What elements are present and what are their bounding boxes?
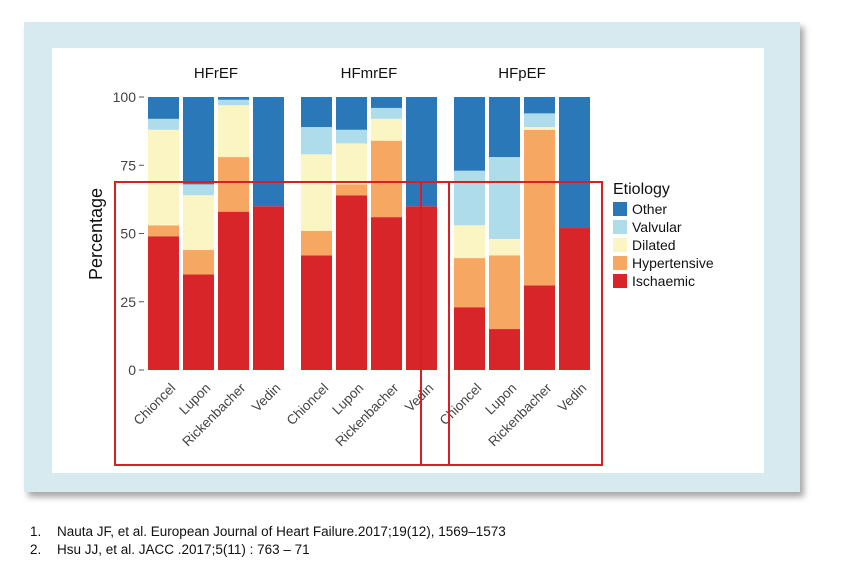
stacked-bar-chart: 0255075100PercentageHFrEFChioncelLuponRi… (86, 65, 714, 466)
legend-label-ischaemic: Ischaemic (632, 273, 695, 289)
bar-hfref-chioncel-valvular (148, 118, 179, 130)
bar-hfpef-vedin-ischaemic (559, 228, 590, 370)
bar-hfpef-rickenbacher-hypertensive (524, 129, 555, 286)
bar-hfref-rickenbacher-hypertensive (218, 157, 249, 212)
y-tick-label-50: 50 (120, 226, 136, 242)
x-tick-label-hfpef-chioncel: Chioncel (437, 380, 485, 428)
bar-hfmref-rickenbacher-valvular (371, 107, 402, 119)
bar-hfmref-lupon-ischaemic (336, 195, 367, 370)
y-axis-title: Percentage (86, 188, 106, 280)
bar-hfref-vedin-other (253, 97, 284, 207)
bar-hfpef-rickenbacher-dilated (524, 127, 555, 130)
bar-hfmref-rickenbacher-other (371, 97, 402, 108)
reference-1-text: Nauta JF, et al. European Journal of Hea… (57, 524, 506, 539)
bar-hfpef-rickenbacher-ischaemic (524, 285, 555, 370)
reference-2-number: 2. (30, 542, 42, 557)
bar-hfmref-lupon-valvular (336, 129, 367, 144)
bar-hfpef-chioncel-other (454, 97, 485, 171)
bar-hfmref-rickenbacher-hypertensive (371, 140, 402, 218)
legend-swatch-valvular (613, 220, 627, 234)
bar-hfpef-lupon-other (489, 97, 520, 158)
legend-label-hypertensive: Hypertensive (632, 255, 714, 271)
legend-swatch-other (613, 202, 627, 216)
legend-label-valvular: Valvular (632, 219, 682, 235)
bar-hfmref-rickenbacher-ischaemic (371, 217, 402, 370)
bar-hfpef-chioncel-dilated (454, 225, 485, 259)
bar-hfref-chioncel-dilated (148, 129, 179, 226)
bar-hfpef-vedin-other (559, 97, 590, 229)
bar-hfmref-chioncel-ischaemic (301, 255, 332, 370)
x-tick-label-hfmref-rickenbacher: Rickenbacher (332, 380, 401, 449)
x-tick-label-hfref-chioncel: Chioncel (131, 380, 179, 428)
y-tick-label-100: 100 (113, 89, 137, 105)
bar-hfmref-lupon-hypertensive (336, 184, 367, 196)
bar-hfmref-chioncel-other (301, 97, 332, 128)
bar-hfref-chioncel-ischaemic (148, 236, 179, 370)
reference-2-text: Hsu JJ, et al. JACC .2017;5(11) : 763 – … (57, 542, 310, 557)
bar-hfref-chioncel-hypertensive (148, 225, 179, 237)
bar-hfref-lupon-other (183, 97, 214, 185)
y-tick-label-75: 75 (120, 157, 136, 173)
bar-hfmref-chioncel-dilated (301, 154, 332, 231)
bar-hfref-rickenbacher-valvular (218, 99, 249, 106)
bar-hfref-lupon-dilated (183, 195, 214, 250)
x-tick-label-hfpef-rickenbacher: Rickenbacher (485, 380, 554, 449)
bar-hfref-rickenbacher-ischaemic (218, 211, 249, 370)
bar-hfpef-chioncel-hypertensive (454, 258, 485, 308)
panel-title-hfmref: HFmrEF (341, 65, 398, 82)
bar-hfpef-lupon-valvular (489, 157, 520, 239)
bar-hfref-lupon-ischaemic (183, 274, 214, 370)
legend-label-dilated: Dilated (632, 237, 676, 253)
bar-hfref-lupon-valvular (183, 184, 214, 196)
x-tick-label-hfref-vedin: Vedin (249, 380, 284, 415)
bar-hfpef-rickenbacher-valvular (524, 113, 555, 128)
bar-hfpef-lupon-dilated (489, 238, 520, 256)
panel-title-hfpef: HFpEF (498, 65, 546, 82)
x-tick-label-hfmref-vedin: Vedin (402, 380, 437, 415)
bar-hfmref-rickenbacher-dilated (371, 118, 402, 141)
panel-title-hfref: HFrEF (194, 65, 238, 82)
bar-hfmref-chioncel-hypertensive (301, 230, 332, 256)
bar-hfpef-rickenbacher-other (524, 97, 555, 114)
reference-1-number: 1. (30, 524, 42, 539)
references: 1. Nauta JF, et al. European Journal of H… (30, 523, 506, 559)
x-tick-label-hfmref-chioncel: Chioncel (284, 380, 332, 428)
bar-hfmref-lupon-dilated (336, 143, 367, 185)
legend-label-other: Other (632, 201, 667, 217)
reference-2: 2. Hsu JJ, et al. JACC .2017;5(11) : 763 … (30, 541, 506, 559)
highlight-box-1 (114, 181, 450, 466)
bar-hfref-lupon-hypertensive (183, 249, 214, 275)
legend-title: Etiology (613, 181, 670, 198)
highlight-box-2 (420, 181, 603, 466)
bar-hfref-vedin-ischaemic (253, 206, 284, 370)
reference-1: 1. Nauta JF, et al. European Journal of H… (30, 523, 506, 541)
bar-hfpef-chioncel-ischaemic (454, 307, 485, 370)
bar-hfmref-chioncel-valvular (301, 127, 332, 155)
x-tick-label-hfpef-vedin: Vedin (555, 380, 590, 415)
bar-hfref-chioncel-other (148, 97, 179, 119)
legend-swatch-dilated (613, 238, 627, 252)
bar-hfpef-lupon-hypertensive (489, 255, 520, 330)
bar-hfref-rickenbacher-dilated (218, 105, 249, 158)
x-tick-label-hfref-rickenbacher: Rickenbacher (179, 380, 248, 449)
y-tick-label-0: 0 (128, 362, 136, 378)
y-tick-label-25: 25 (120, 294, 136, 310)
bar-hfpef-chioncel-valvular (454, 170, 485, 226)
bar-hfmref-lupon-other (336, 97, 367, 130)
chart-card: 0 25 50 75 100 Percentage HFrEF Chioncel Lupon Ri… (52, 48, 764, 473)
legend-swatch-ischaemic (613, 274, 627, 288)
bar-hfref-rickenbacher-other (218, 97, 249, 100)
bar-hfpef-lupon-ischaemic (489, 329, 520, 370)
legend-swatch-hypertensive (613, 256, 627, 270)
